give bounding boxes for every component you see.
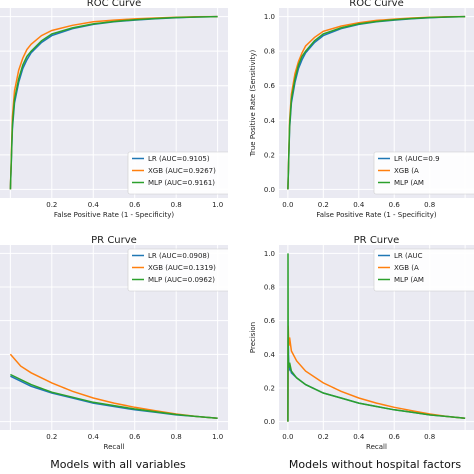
chart-title: PR Curve (91, 235, 137, 246)
legend-label-0: LR (AUC=0.9 (394, 155, 440, 163)
y-tick-label: 1.0 (264, 250, 275, 258)
y-tick-label: 0.6 (264, 82, 276, 90)
x-tick-label: 0.6 (129, 201, 141, 209)
pr-curve-all-variables: PR Curve 0.2 0.4 0.6 0.8 1.0 Recall LR (AUC=0.0… (0, 235, 228, 451)
x-tick-label: 0.0 (282, 201, 293, 209)
series-line-1 (287, 325, 466, 422)
x-tick-label: 0.2 (46, 201, 57, 209)
y-tick-label: 0.0 (264, 186, 275, 194)
legend-label-1: XGB (A (394, 167, 419, 175)
y-tick-label: 0.0 (264, 418, 275, 426)
legend-label-1: XGB (AUC=0.1319) (148, 264, 216, 272)
caption-left: Models with all variables (50, 458, 186, 471)
x-tick-label: 1.0 (212, 201, 223, 209)
legend-box (373, 248, 474, 292)
legend: LR (AUC XGB (A MLP (AM (373, 248, 474, 292)
x-tick-label: 0.4 (353, 433, 365, 441)
legend-label-2: MLP (AUC=0.0962) (148, 276, 215, 284)
x-tick-label: 0.8 (424, 433, 435, 441)
y-tick-label: 0.2 (264, 151, 275, 159)
y-tick-label: 0.2 (264, 384, 275, 392)
y-tick-label: 0.6 (264, 317, 276, 325)
chart-title: PR Curve (354, 235, 400, 246)
legend-label-0: LR (AUC (394, 252, 423, 260)
x-axis-label: False Positive Rate (1 - Specificity) (54, 211, 175, 219)
x-tick-label: 0.8 (171, 201, 182, 209)
legend-label-0: LR (AUC=0.0908) (148, 252, 210, 260)
y-tick-label: 0.8 (264, 48, 275, 56)
legend-box (127, 248, 228, 292)
x-tick-label: 0.6 (389, 433, 401, 441)
x-tick-label: 0.0 (282, 433, 293, 441)
y-tick-label: 0.4 (264, 117, 276, 125)
legend-label-1: XGB (AUC=0.9267) (148, 167, 216, 175)
x-tick-label: 0.4 (88, 201, 100, 209)
x-tick-label: 0.2 (318, 201, 329, 209)
roc-curve-all-variables: ROC Curve 0.2 0.4 0.6 0.8 1.0 False Positive R… (0, 0, 228, 219)
x-tick-label: 0.2 (318, 433, 329, 441)
x-tick-label: 0.8 (171, 433, 182, 441)
legend-label-2: MLP (AM (394, 276, 424, 284)
pr-curve-without-hospital-factors: PR Curve 0.0 0.2 0.4 0.6 0.8 Recall 0.0 0.2 0.4 0.… (249, 235, 474, 451)
legend-label-0: LR (AUC=0.9105) (148, 155, 210, 163)
x-axis-label: Recall (366, 443, 387, 451)
legend: LR (AUC=0.9 XGB (A MLP (AM (373, 151, 474, 195)
chart-title: ROC Curve (349, 0, 403, 9)
x-tick-label: 0.4 (353, 201, 365, 209)
x-tick-label: 0.8 (424, 201, 435, 209)
series-line-2 (9, 15, 218, 190)
x-axis-label: Recall (104, 443, 125, 451)
x-tick-label: 0.4 (88, 433, 100, 441)
series-line-2 (287, 15, 466, 190)
roc-curve-without-hospital-factors: ROC Curve 0.0 0.2 0.4 0.6 0.8 False Positive R… (249, 0, 474, 219)
x-axis-label: False Positive Rate (1 - Specificity) (316, 211, 437, 219)
y-tick-label: 0.4 (264, 351, 276, 359)
y-tick-label: 1.0 (264, 13, 275, 21)
x-tick-label: 0.6 (389, 201, 401, 209)
series-line-2 (287, 253, 466, 422)
series-group (287, 15, 466, 190)
y-axis-label: True Positive Rate (Sensitivity) (249, 49, 257, 157)
legend-label-1: XGB (A (394, 264, 419, 272)
x-tick-label: 1.0 (212, 433, 223, 441)
chart-title: ROC Curve (87, 0, 141, 9)
series-line-2 (10, 373, 218, 419)
x-tick-label: 0.6 (129, 433, 141, 441)
y-axis-label: Precision (249, 322, 257, 353)
legend-label-2: MLP (AUC=0.9161) (148, 179, 215, 187)
series-group (9, 15, 218, 190)
series-group (9, 353, 218, 419)
legend-box (373, 151, 474, 195)
caption-right: Models without hospital factors (288, 458, 462, 471)
series-group (287, 253, 466, 422)
legend: LR (AUC=0.9105) XGB (AUC=0.9267) MLP (AUC=… (127, 151, 228, 195)
legend: LR (AUC=0.0908) XGB (AUC=0.1319) MLP (AUC=… (127, 248, 228, 292)
x-tick-label: 0.2 (46, 433, 57, 441)
y-tick-label: 0.8 (264, 284, 275, 292)
legend-box (127, 151, 228, 195)
legend-label-2: MLP (AM (394, 179, 424, 187)
